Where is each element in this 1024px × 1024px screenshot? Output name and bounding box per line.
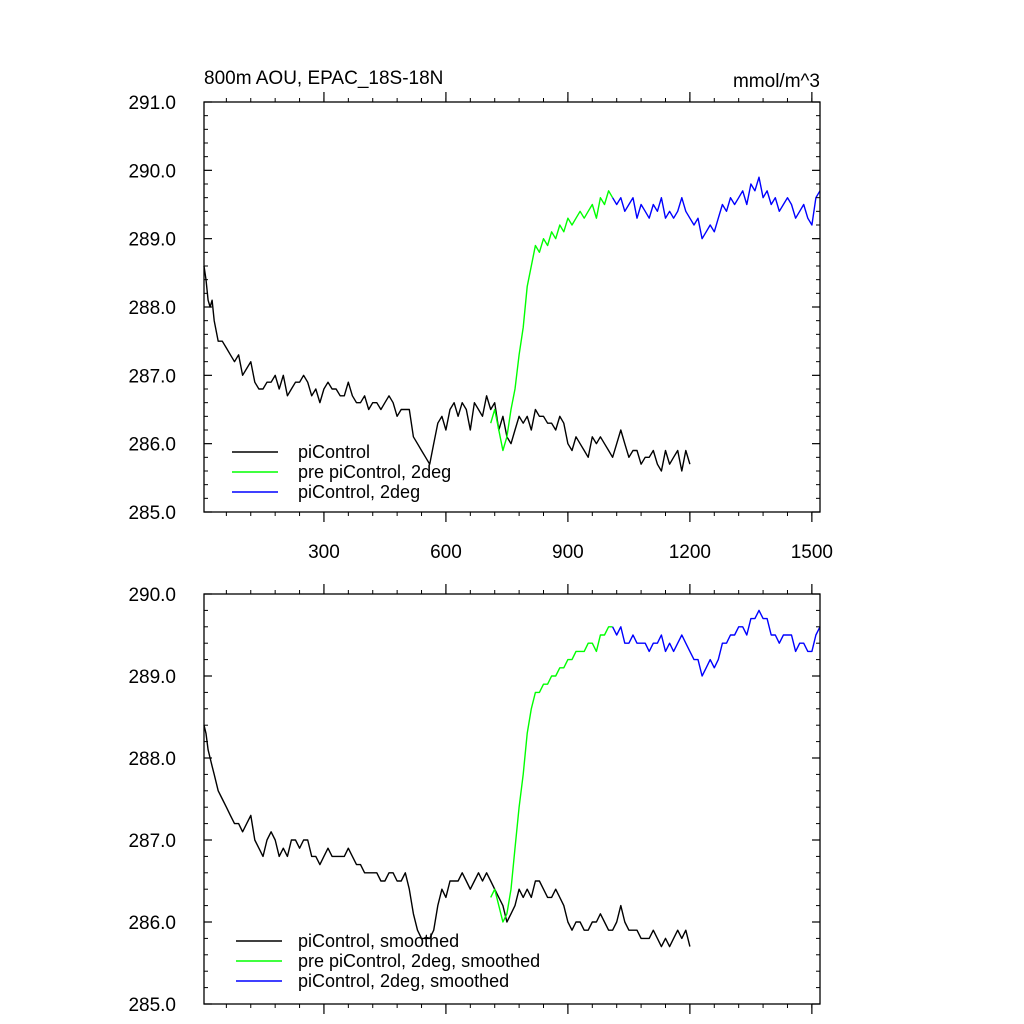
legend-label-2: pre piControl, 2deg, smoothed <box>298 951 540 971</box>
y-tick-label: 290.0 <box>128 585 176 606</box>
upper-plot-axes: 285.0 286.0 287.0 288.0 289.0 290.0 291.0 300 60… <box>128 92 833 563</box>
legend-label-1: piControl, smoothed <box>298 931 459 951</box>
x-tick-label: 600 <box>430 542 462 563</box>
legend-label-2: pre piControl, 2deg <box>298 462 451 482</box>
x-tick-label: 300 <box>308 542 340 563</box>
y-tick-label: 289.0 <box>128 667 176 688</box>
lower-panel: 285.0 286.0 287.0 288.0 289.0 290.0 piControl… <box>128 584 821 1016</box>
y-tick-label: 285.0 <box>128 503 176 524</box>
upper-panel-title: 800m AOU, EPAC_18S-18N <box>204 68 443 89</box>
series-line-3 <box>611 609 821 677</box>
upper-panel: 800m AOU, EPAC_18S-18N mmol/m^3 285.0 286… <box>128 68 833 563</box>
lower-plot-frame <box>203 593 821 1005</box>
series-line-1 <box>203 725 691 948</box>
y-tick-label: 290.0 <box>128 161 176 182</box>
legend-label-3: piControl, 2deg <box>298 482 420 502</box>
y-tick-label: 285.0 <box>128 995 176 1016</box>
series-line-2 <box>490 626 613 923</box>
x-tick-label: 900 <box>552 542 584 563</box>
series-line-2 <box>490 190 614 452</box>
legend-label-3: piControl, 2deg, smoothed <box>298 971 509 991</box>
x-tick-label: 1200 <box>669 542 711 563</box>
series-line-1 <box>203 265 691 472</box>
upper-panel-units: mmol/m^3 <box>733 71 820 92</box>
lower-plot-series <box>203 609 821 948</box>
upper-plot-series <box>203 176 821 472</box>
y-tick-label: 287.0 <box>128 366 176 387</box>
y-tick-label: 286.0 <box>128 435 176 456</box>
upper-plot-frame <box>203 101 821 513</box>
y-tick-label: 288.0 <box>128 298 176 319</box>
y-tick-label: 291.0 <box>128 93 176 114</box>
y-tick-label: 286.0 <box>128 913 176 934</box>
x-tick-label: 1500 <box>791 542 833 563</box>
lower-plot-axes: 285.0 286.0 287.0 288.0 289.0 290.0 <box>128 584 820 1016</box>
y-tick-label: 287.0 <box>128 831 176 852</box>
series-line-3 <box>612 176 821 240</box>
y-tick-label: 288.0 <box>128 749 176 770</box>
legend-label-1: piControl <box>298 442 370 462</box>
y-tick-label: 289.0 <box>128 230 176 251</box>
